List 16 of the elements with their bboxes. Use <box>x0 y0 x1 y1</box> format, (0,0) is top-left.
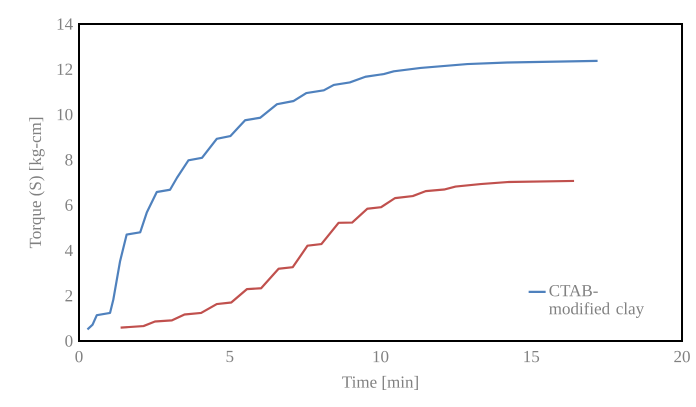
x-tick-label: 10 <box>374 350 388 362</box>
y-axis-title: Torque (S) [kg-cm] <box>29 118 45 248</box>
x-tick-label: 0 <box>75 350 83 362</box>
x-axis-title: Time [min] <box>342 376 418 390</box>
y-tick-label: 0 <box>65 335 72 347</box>
x-tick-label: 5 <box>226 350 234 362</box>
y-tick-label: 2 <box>65 290 72 302</box>
y-tick-label: 12 <box>58 64 72 75</box>
y-tick-label: 8 <box>65 154 72 166</box>
y-tick-label: 14 <box>58 18 73 30</box>
y-tick-label: 4 <box>64 244 73 256</box>
legend-label: CTAB-modified clay <box>549 284 644 318</box>
y-tick-label: 6 <box>65 199 73 211</box>
y-tick-label: 10 <box>58 108 72 120</box>
x-tick-label: 15 <box>524 350 540 362</box>
x-tick-label: 20 <box>674 350 690 362</box>
